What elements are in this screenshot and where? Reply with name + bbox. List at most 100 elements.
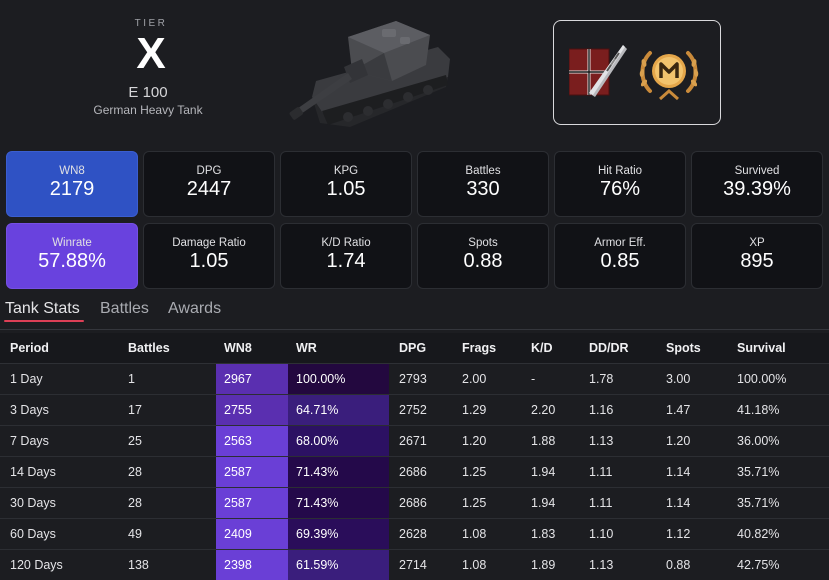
stat-value: 76% (599, 178, 641, 200)
table-cell: 49 (118, 518, 216, 550)
table-cell: 41.18% (727, 394, 829, 426)
german-flag-barrel-medal-icon (569, 45, 627, 97)
column-header[interactable]: DPG (389, 333, 452, 364)
table-cell: 1.29 (452, 394, 521, 426)
table-cell: 100.00% (288, 363, 389, 395)
table-cell: 2714 (389, 549, 452, 580)
tier-label: TIER (134, 18, 168, 29)
table-cell: 2671 (389, 425, 452, 457)
stat-value: 1.74 (326, 250, 366, 272)
table-cell: 1.08 (452, 549, 521, 580)
column-header[interactable]: Spots (656, 333, 727, 364)
table-cell: 1.13 (579, 425, 656, 457)
table-cell: 0.88 (656, 549, 727, 580)
table-cell: 100.00% (727, 363, 829, 395)
stat-label: Armor Eff. (594, 237, 646, 249)
table-cell: 1.11 (579, 487, 656, 519)
table-cell: 3.00 (656, 363, 727, 395)
table-cell: 2686 (389, 456, 452, 488)
stat-label: Spots (468, 237, 498, 249)
column-header[interactable]: Period (0, 333, 118, 364)
table-cell: 1.20 (656, 425, 727, 457)
stat-label: Battles (465, 165, 501, 177)
table-row: 120 Days 138 2398 61.59% 2714 1.08 1.89 1.13 0.8… (0, 549, 829, 580)
stat-card-xp: XP 895 (691, 223, 823, 289)
column-header[interactable]: Frags (452, 333, 521, 364)
table-cell: 35.71% (727, 456, 829, 488)
table-cell: 1.10 (579, 518, 656, 550)
table-cell: 30 Days (0, 487, 118, 519)
table-cell: 36.00% (727, 425, 829, 457)
stat-label: K/D Ratio (321, 237, 371, 249)
table-cell: 71.43% (288, 487, 389, 519)
table-cell: 28 (118, 456, 216, 488)
stat-label: DPG (196, 165, 222, 177)
stat-card-battles: Battles 330 (417, 151, 549, 217)
tab-awards[interactable]: Awards (168, 300, 222, 317)
stat-card-wn8: WN8 2179 (6, 151, 138, 217)
table-cell: 1.25 (452, 456, 521, 488)
table-cell: 2628 (389, 518, 452, 550)
table-cell: 1.16 (579, 394, 656, 426)
table-header-row: Period Battles WN8 WR DPG Frags K/D DD/D… (0, 333, 829, 364)
table-cell: 1.11 (579, 456, 656, 488)
active-tab-underline (4, 320, 84, 322)
stat-card-survived: Survived 39.39% (691, 151, 823, 217)
table-row: 3 Days 17 2755 64.71% 2752 1.29 2.20 1.16 1.47 41… (0, 394, 829, 426)
column-header[interactable]: WR (288, 333, 389, 364)
medals-box (553, 20, 721, 125)
table-cell: 2409 (216, 518, 288, 550)
table-row: 1 Day 1 2967 100.00% 2793 2.00-1.78 3.00 100.00… (0, 363, 829, 395)
period-stats-table: Period Battles WN8 WR DPG Frags K/D DD/D… (0, 333, 829, 580)
table-cell: 2398 (216, 549, 288, 580)
column-header[interactable]: WN8 (216, 333, 288, 364)
stat-card-dpg: DPG 2447 (143, 151, 275, 217)
table-cell: 1.89 (521, 549, 579, 580)
table-cell: 2752 (389, 394, 452, 426)
table-cell: - (521, 363, 579, 395)
stat-label: KPG (333, 165, 359, 177)
column-header[interactable]: Survival (727, 333, 829, 364)
table-cell: 2967 (216, 363, 288, 395)
column-header[interactable]: DD/DR (579, 333, 656, 364)
tab-divider (0, 329, 829, 330)
tier-value: X (136, 29, 166, 78)
stat-card-winrate: Winrate 57.88% (6, 223, 138, 289)
table-cell: 138 (118, 549, 216, 580)
stat-value: 2179 (49, 178, 95, 200)
stat-card-damage-ratio: Damage Ratio 1.05 (143, 223, 275, 289)
tab-tank-stats[interactable]: Tank Stats (5, 300, 80, 317)
stat-value: 895 (740, 250, 774, 272)
table-cell: 64.71% (288, 394, 389, 426)
column-header[interactable]: Battles (118, 333, 216, 364)
table-cell: 1.94 (521, 456, 579, 488)
table-cell: 1 (118, 363, 216, 395)
table-cell: 2.00 (452, 363, 521, 395)
table-cell: 42.75% (727, 549, 829, 580)
stat-card-kd-ratio: K/D Ratio 1.74 (280, 223, 412, 289)
column-header[interactable]: K/D (521, 333, 579, 364)
stat-label: WN8 (59, 165, 85, 177)
table-row: 30 Days 28 2587 71.43% 2686 1.25 1.94 1.11 1.14 3… (0, 487, 829, 519)
table-row: 7 Days 25 2563 68.00% 2671 1.20 1.88 1.13 1.20 36… (0, 425, 829, 457)
stat-value: 330 (466, 178, 500, 200)
mastery-badge-m-icon (639, 51, 699, 101)
stat-label: Survived (734, 165, 780, 177)
tab-battles[interactable]: Battles (100, 300, 149, 317)
stat-value: 1.05 (326, 178, 366, 200)
table-cell: 1.25 (452, 487, 521, 519)
table-cell: 25 (118, 425, 216, 457)
table-cell: 1.83 (521, 518, 579, 550)
table-cell: 1.08 (452, 518, 521, 550)
table-cell: 60 Days (0, 518, 118, 550)
table-cell: 28 (118, 487, 216, 519)
table-cell: 120 Days (0, 549, 118, 580)
stat-label: Damage Ratio (172, 237, 246, 249)
table-cell: 1.78 (579, 363, 656, 395)
table-cell: 2755 (216, 394, 288, 426)
table-cell: 1.47 (656, 394, 727, 426)
table-cell: 1 Day (0, 363, 118, 395)
table-row: 60 Days 49 2409 69.39% 2628 1.08 1.83 1.10 1.12 4… (0, 518, 829, 550)
stat-value: 1.05 (189, 250, 229, 272)
stat-card-armor-eff: Armor Eff. 0.85 (554, 223, 686, 289)
